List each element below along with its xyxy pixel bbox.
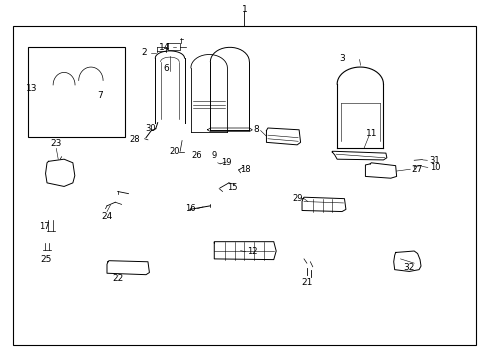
Text: 30: 30 — [145, 123, 156, 132]
Text: 15: 15 — [227, 183, 238, 192]
Text: 21: 21 — [301, 278, 312, 287]
Text: 32: 32 — [403, 263, 414, 272]
Text: 20: 20 — [169, 147, 180, 156]
Text: 23: 23 — [50, 139, 62, 148]
Text: 6: 6 — [163, 64, 169, 73]
Text: 1: 1 — [241, 5, 247, 14]
Text: 10: 10 — [429, 163, 439, 172]
Text: 25: 25 — [40, 255, 51, 264]
Bar — [27, 47, 125, 137]
Text: 26: 26 — [191, 151, 202, 160]
Text: 11: 11 — [365, 129, 376, 138]
Text: 24: 24 — [101, 212, 112, 221]
Text: 7: 7 — [97, 91, 103, 100]
Text: 3: 3 — [339, 54, 344, 63]
Text: 16: 16 — [185, 204, 195, 213]
Text: 17: 17 — [39, 222, 49, 231]
Text: 27: 27 — [411, 165, 422, 174]
Text: 18: 18 — [239, 165, 250, 174]
Bar — [13, 26, 475, 345]
Text: 22: 22 — [112, 274, 123, 283]
Text: 28: 28 — [129, 135, 140, 144]
Text: 14: 14 — [159, 43, 170, 52]
Text: 13: 13 — [25, 84, 37, 93]
Text: 12: 12 — [246, 247, 257, 256]
Text: 2: 2 — [142, 48, 147, 57]
Text: 19: 19 — [221, 158, 231, 167]
Text: 8: 8 — [253, 125, 259, 134]
Text: 29: 29 — [292, 194, 303, 203]
Text: 9: 9 — [211, 152, 217, 161]
Text: 31: 31 — [428, 156, 439, 165]
